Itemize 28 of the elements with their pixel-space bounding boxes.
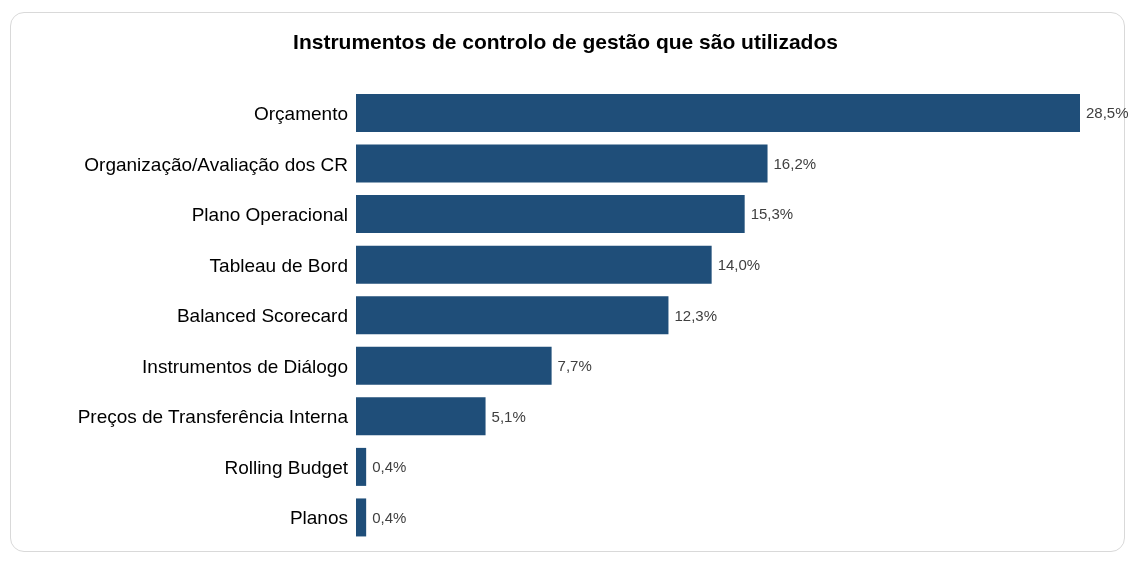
bar [356, 447, 367, 486]
data-label: 15,3% [750, 205, 794, 223]
bar [356, 498, 367, 537]
y-tick-label: Planos [289, 507, 348, 529]
data-label: 0,4% [372, 458, 407, 476]
data-label: 5,1% [491, 407, 526, 425]
data-label: 0,4% [372, 508, 407, 526]
data-label: 16,2% [773, 154, 817, 172]
y-tick-label: Tableau de Bord [209, 254, 348, 276]
y-tick-label: Preços de Transferência Interna [77, 406, 349, 428]
y-tick-label: Balanced Scorecard [176, 305, 348, 327]
bar [356, 94, 1080, 132]
y-tick-label: Instrumentos de Diálogo [142, 355, 348, 377]
y-tick-label: Orçamento [254, 103, 348, 125]
bar [356, 245, 712, 284]
bar [356, 346, 552, 385]
bar [356, 144, 768, 183]
data-label: 7,7% [557, 357, 592, 375]
y-tick-label: Organização/Avaliação dos CR [84, 153, 348, 175]
bar [356, 195, 745, 234]
bar [356, 296, 669, 335]
chart-title: Instrumentos de controlo de gestão que são utilizados [292, 30, 839, 54]
y-tick-label: Rolling Budget [224, 456, 349, 478]
data-label: 28,5% [1086, 104, 1129, 122]
y-tick-label: Plano Operacional [191, 204, 348, 226]
data-label: 14,0% [717, 255, 761, 273]
data-label: 12,3% [674, 306, 718, 324]
bar [356, 397, 486, 436]
